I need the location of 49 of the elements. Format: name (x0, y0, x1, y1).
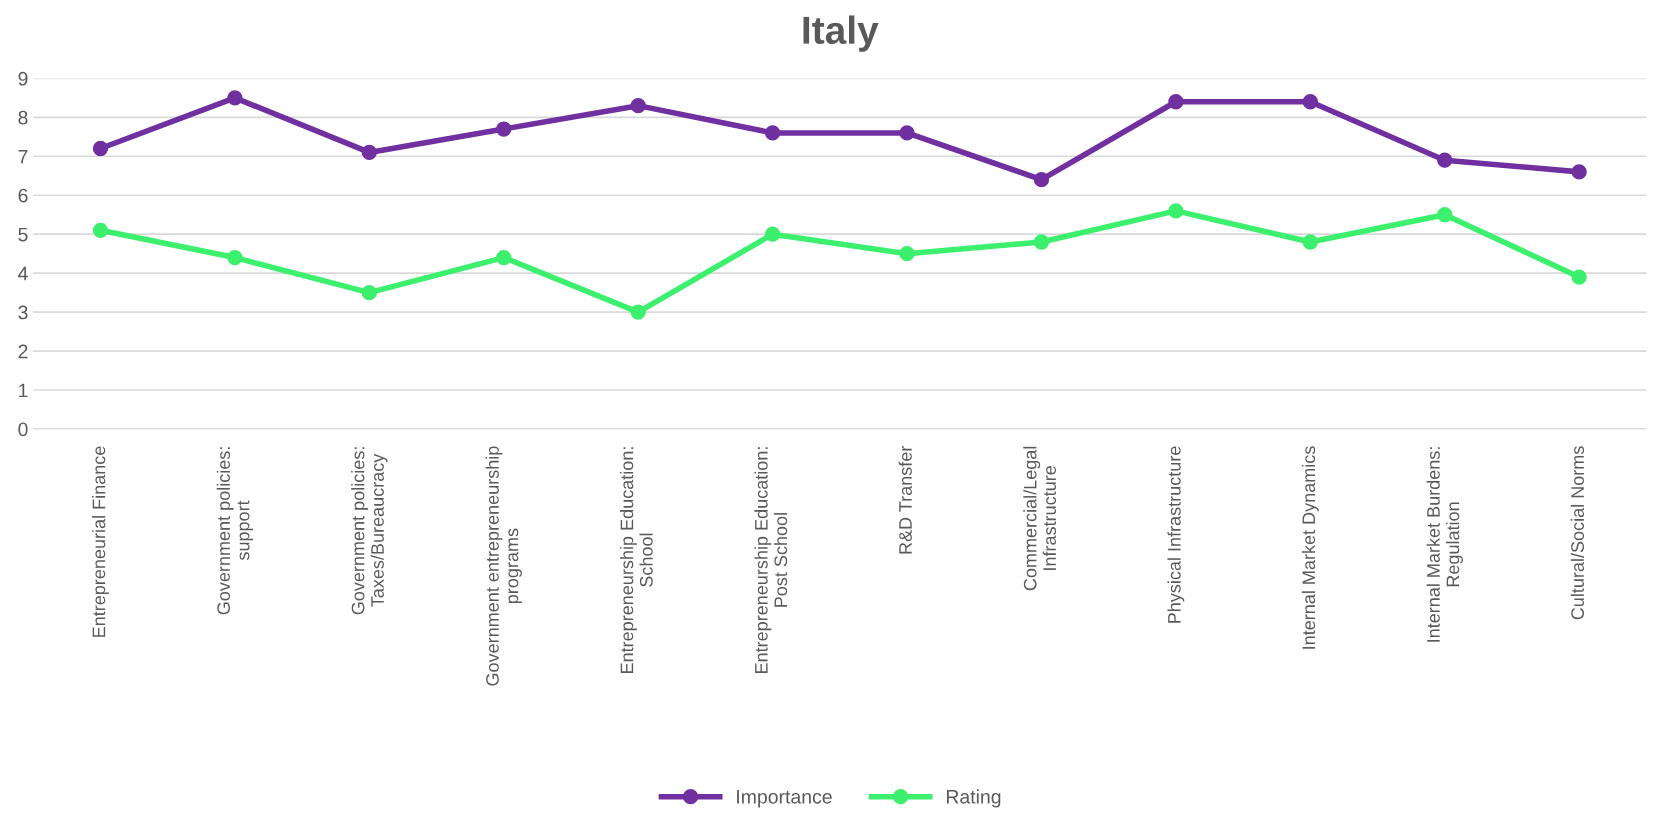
point (496, 249, 512, 266)
x-tick-label: Government entrepreneurship programs (485, 446, 522, 686)
x-tick-label: Entrepreneurship Education: Post School (754, 447, 788, 674)
point (496, 121, 512, 137)
y-tick-label: 5 (18, 227, 28, 242)
x-tick-label: Internal Market Dynamics (1301, 446, 1319, 649)
point (1033, 172, 1050, 188)
legend-label: Importance (737, 790, 832, 808)
y-tick-label: 9 (18, 71, 28, 86)
point (1437, 207, 1453, 223)
x-tick-label: Cultural/Social Norms (1570, 446, 1584, 620)
point (899, 246, 915, 262)
point (361, 285, 377, 301)
point (92, 140, 109, 157)
point (764, 125, 781, 141)
point (92, 222, 109, 238)
point (630, 304, 646, 320)
point (899, 125, 915, 141)
point (1571, 269, 1587, 285)
x-tick-label: Internal Market Burdens: Regulation (1426, 447, 1463, 642)
point (1168, 94, 1184, 110)
point (1033, 234, 1050, 250)
point (227, 249, 243, 266)
x-tick-label: Entrepreneurial Finance (92, 446, 109, 637)
y-tick-label: 2 (18, 344, 28, 359)
x-tick-label: Government policies: Taxes/Bureaucracy (351, 447, 388, 615)
legend-label: Rating (946, 789, 1001, 808)
point (1168, 203, 1184, 219)
y-tick-label: 6 (18, 188, 28, 203)
y-tick-label: 7 (18, 149, 28, 164)
y-tick-label: 8 (18, 110, 28, 125)
x-tick-label: Commercial/Legal Infrastructure (1023, 446, 1057, 591)
y-tick-label: 3 (18, 305, 28, 320)
x-tick-label: Government policies: support (216, 447, 254, 615)
y-tick-label: 4 (18, 266, 28, 281)
chart-title: Italy (803, 15, 879, 52)
x-tick-label: R&D Transfer (898, 445, 912, 554)
y-tick-label: 0 (18, 422, 28, 437)
point (1302, 94, 1318, 110)
x-tick-label: Entrepreneurship Education: School (620, 447, 653, 674)
point (1437, 152, 1453, 168)
point (764, 226, 781, 242)
point (630, 98, 646, 114)
point (361, 144, 377, 161)
x-tick-label: Physical Infrastructure (1167, 446, 1185, 623)
point (1302, 234, 1318, 250)
point (227, 90, 243, 106)
point (1571, 164, 1587, 180)
y-tick-label: 1 (19, 383, 28, 398)
